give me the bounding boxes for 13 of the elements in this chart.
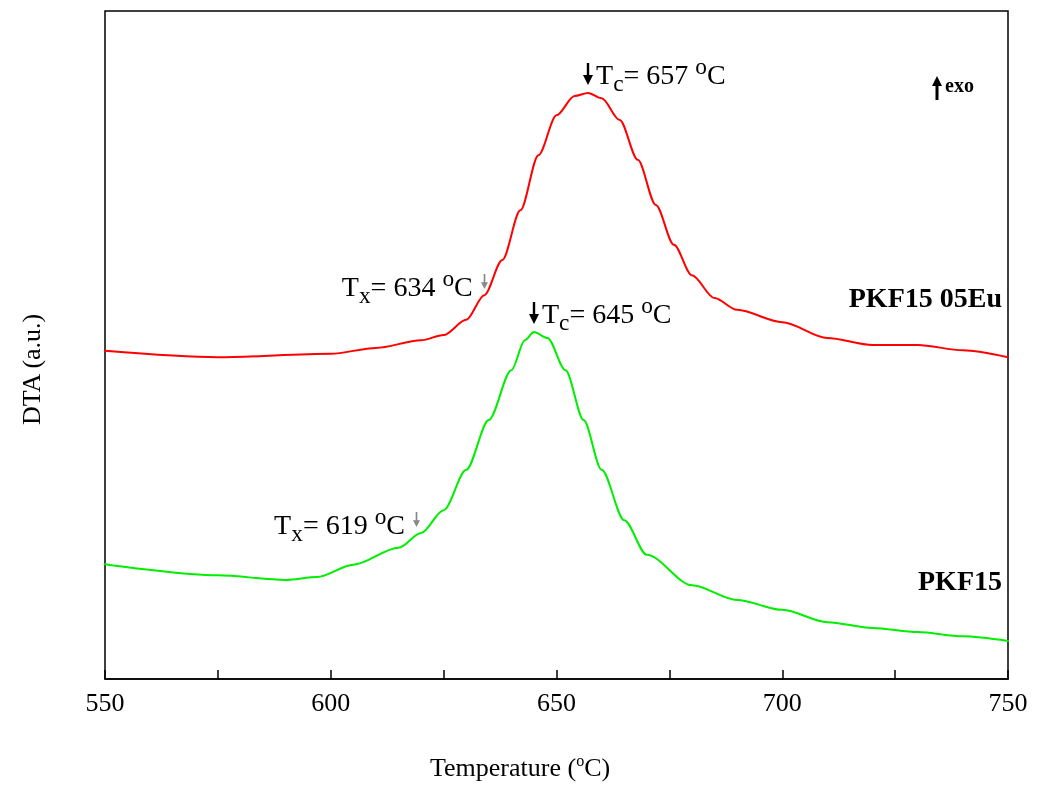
annotation: T$_{c}$= 657 $^{o}$C [596,52,726,98]
y-axis-title: DTA (a.u.) [16,313,46,425]
x-tick-label: 750 [988,687,1028,717]
x-tick-label: 600 [311,687,351,717]
series-label: PKF15 05Eu [848,281,1002,313]
annotation: T$_{c}$= 645 $^{o}$C [541,291,672,337]
x-tick-label: 700 [762,687,802,717]
x-tick-label: 550 [85,687,125,717]
annotation: exo [945,74,974,96]
annotation: T$_{x}$= 619 $^{o}$C [274,502,406,548]
series-label: PKF15 [918,565,1002,597]
annotation: T$_{x}$= 634 $^{o}$C [341,264,473,311]
x-tick-label: 650 [537,687,576,717]
